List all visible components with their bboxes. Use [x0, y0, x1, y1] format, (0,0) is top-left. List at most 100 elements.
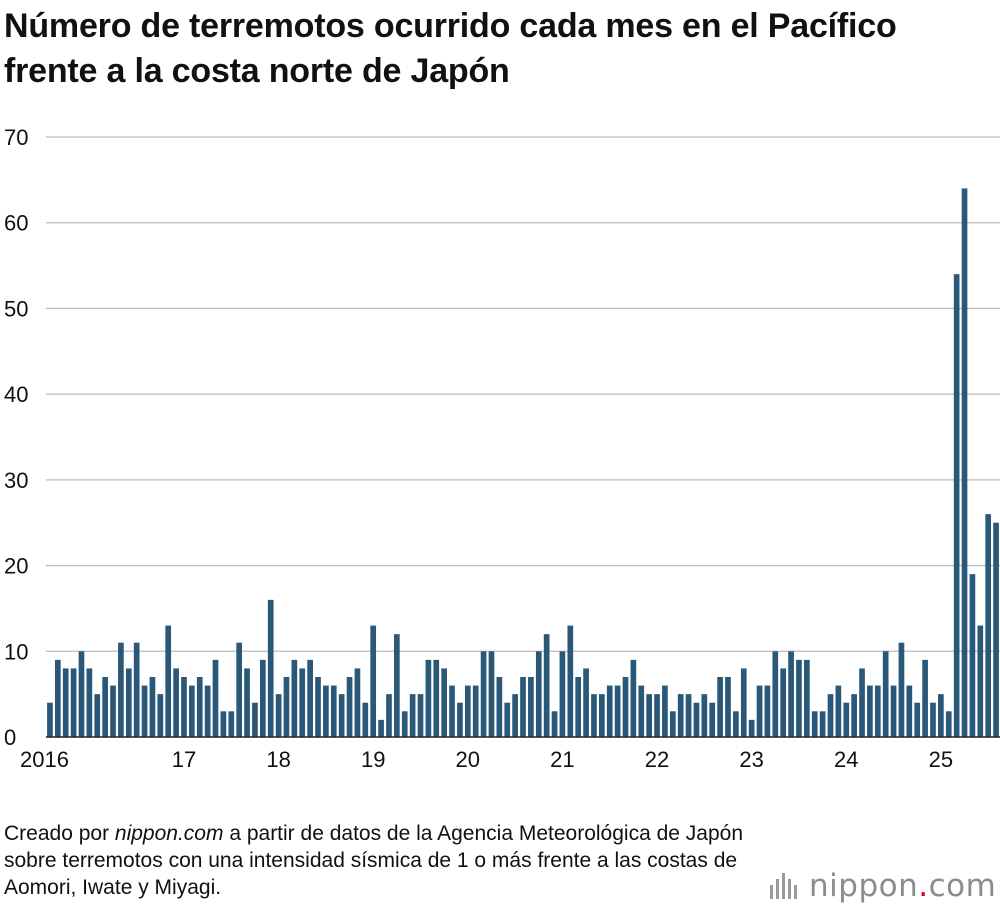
y-tick-label-60: 60 — [4, 211, 28, 236]
bar — [693, 702, 700, 737]
logo-wordmark: nippon.com — [809, 868, 997, 904]
bar — [638, 685, 645, 737]
bar — [212, 659, 219, 737]
bar — [394, 634, 400, 737]
bar — [480, 651, 487, 737]
bar — [464, 685, 471, 737]
y-tick-label-70: 70 — [4, 125, 28, 150]
x-tick-label-17: 17 — [172, 747, 196, 772]
bar — [204, 685, 211, 737]
bar — [725, 677, 731, 737]
footnote-suffix: a partir de datos de la Agencia Meteorol… — [4, 822, 743, 899]
bar — [417, 694, 424, 737]
bar — [252, 702, 258, 737]
bar — [110, 685, 116, 737]
bar — [299, 668, 306, 737]
bar — [457, 702, 463, 737]
x-tick-label-21: 21 — [550, 747, 574, 772]
bar — [275, 694, 282, 737]
y-tick-label-0: 0 — [4, 725, 16, 750]
bar — [764, 685, 771, 737]
bar — [906, 685, 913, 737]
bar — [993, 522, 999, 737]
bar — [756, 685, 763, 737]
bar — [86, 668, 93, 737]
bar — [259, 659, 266, 737]
bar — [622, 677, 629, 737]
bar — [244, 668, 250, 737]
bar — [591, 694, 597, 737]
bar — [535, 651, 542, 737]
bar — [630, 659, 637, 737]
bar — [338, 694, 345, 737]
bar — [181, 677, 187, 737]
bar — [118, 642, 124, 737]
chart-title: Número de terremotos ocurrido cada mes e… — [4, 7, 897, 90]
bar — [701, 694, 708, 737]
bar — [843, 702, 850, 737]
bar — [733, 711, 739, 737]
bar — [362, 702, 369, 737]
bar — [386, 694, 392, 737]
bar — [291, 659, 298, 737]
bar — [157, 694, 164, 737]
bar — [819, 711, 826, 737]
bar — [189, 685, 195, 737]
bar — [859, 668, 865, 737]
bar — [662, 685, 668, 737]
bar — [504, 702, 511, 737]
bar — [669, 711, 676, 737]
source-footnote: Creado por nippon.com a partir de datos … — [4, 820, 744, 901]
bar — [796, 659, 802, 737]
bar — [914, 702, 921, 737]
bar — [512, 694, 518, 737]
bar — [196, 677, 203, 737]
x-tick-label-23: 23 — [739, 747, 763, 772]
bar — [961, 188, 968, 737]
bar — [228, 711, 235, 737]
bar — [748, 719, 755, 737]
x-tick-label-25: 25 — [929, 747, 953, 772]
bar — [740, 668, 747, 737]
bar — [70, 668, 77, 737]
bar — [47, 702, 53, 737]
bar — [528, 677, 534, 737]
nippon-logo: nippon.com — [770, 866, 996, 906]
bar — [496, 677, 503, 737]
bar — [236, 642, 243, 737]
bar — [149, 677, 156, 737]
bar — [874, 685, 881, 737]
bar — [133, 642, 140, 737]
bar — [599, 694, 605, 737]
bar — [94, 694, 101, 737]
bar — [543, 634, 550, 737]
bar — [646, 694, 652, 737]
bar — [709, 702, 716, 737]
bar-chart: 010203040506070201617181920212223242526 — [4, 125, 1000, 772]
bar — [378, 719, 384, 737]
bar — [606, 685, 613, 737]
y-tick-label-20: 20 — [4, 554, 28, 579]
bar — [922, 659, 928, 737]
bar — [173, 668, 179, 737]
bar — [283, 677, 290, 737]
bar — [804, 659, 810, 737]
bar — [938, 694, 944, 737]
bar — [835, 685, 842, 737]
x-tick-label-19: 19 — [361, 747, 385, 772]
bar — [945, 711, 952, 737]
bar — [409, 694, 416, 737]
bar — [267, 599, 274, 737]
bar — [867, 685, 873, 737]
bar — [930, 702, 936, 737]
bar — [898, 642, 905, 737]
bar — [346, 677, 353, 737]
bar — [780, 668, 787, 737]
x-tick-label-24: 24 — [834, 747, 858, 772]
bar — [827, 694, 834, 737]
bar — [165, 625, 172, 737]
bar — [488, 651, 495, 737]
bar — [307, 659, 313, 737]
bar — [583, 668, 589, 737]
bar — [685, 694, 692, 737]
